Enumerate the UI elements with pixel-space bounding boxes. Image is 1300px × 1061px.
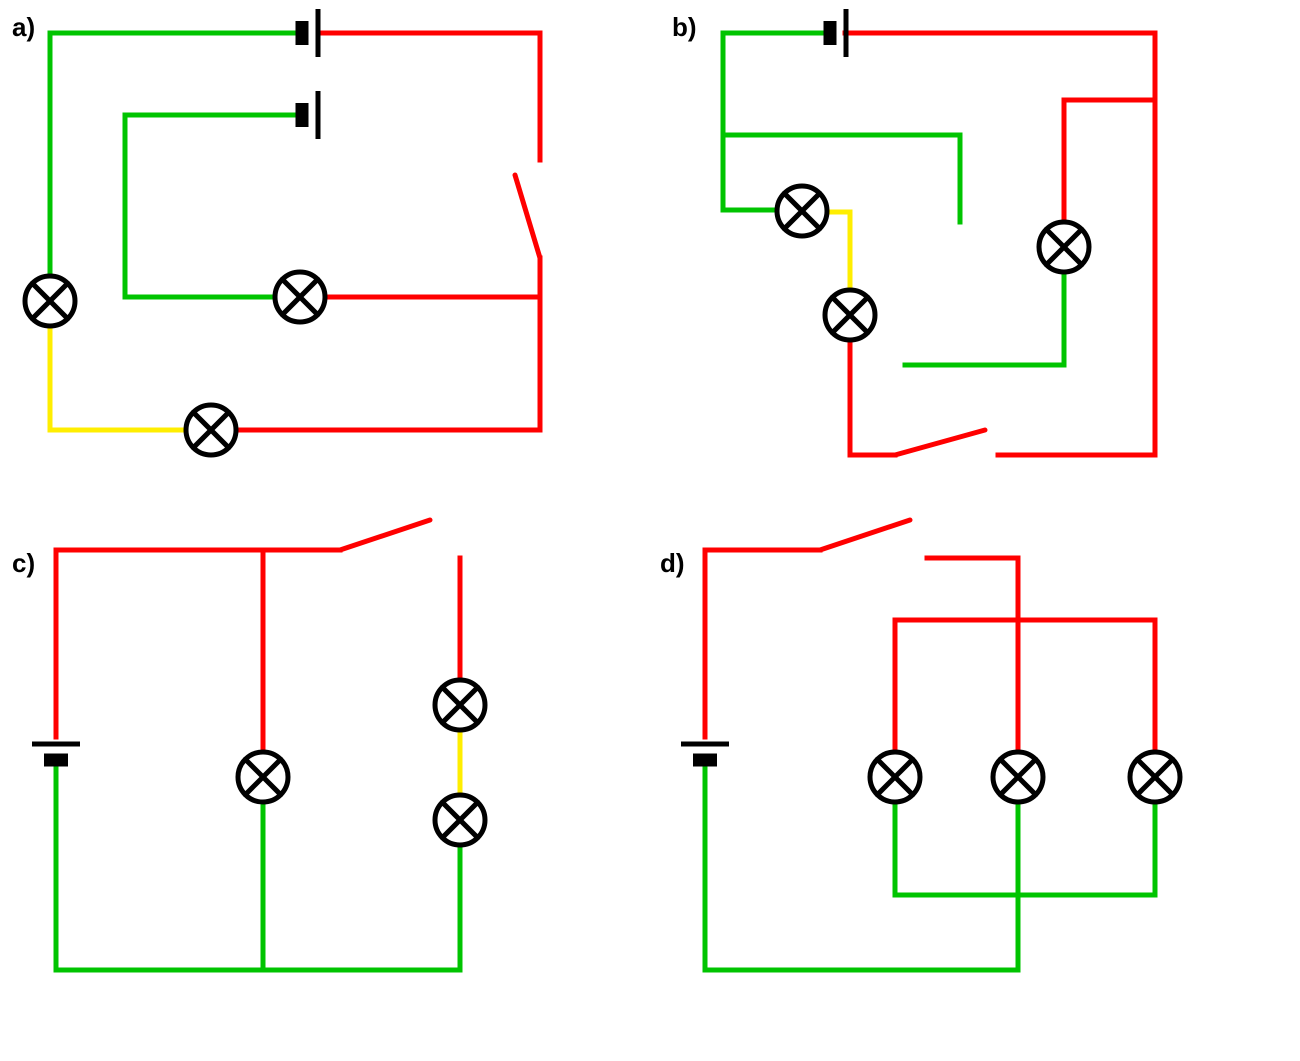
battery-icon <box>302 91 318 139</box>
wire <box>895 802 1155 895</box>
panel-label: a) <box>12 12 35 42</box>
battery-icon <box>681 744 729 760</box>
switch-icon <box>820 520 910 550</box>
panel-label: b) <box>672 12 697 42</box>
lamp-icon <box>825 290 875 340</box>
wire <box>1018 620 1155 752</box>
lamp-icon <box>186 405 236 455</box>
lamp-icon <box>275 272 325 322</box>
wire <box>825 212 850 290</box>
lamp-icon <box>1039 222 1089 272</box>
wire <box>895 620 1018 752</box>
lamp-icon <box>238 752 288 802</box>
wire <box>850 340 895 455</box>
switch-icon <box>340 520 430 550</box>
panel-label: d) <box>660 548 685 578</box>
lamp-icon <box>25 276 75 326</box>
lamp-icon <box>1130 752 1180 802</box>
wire <box>1064 100 1155 222</box>
lamp-icon <box>435 795 485 845</box>
switch-icon <box>515 175 540 258</box>
circuit-diagram: a) b) c) d) <box>0 0 1300 1061</box>
panel-label: c) <box>12 548 35 578</box>
wire <box>125 115 275 297</box>
wire <box>50 326 186 430</box>
switch-icon <box>895 430 985 455</box>
lamp-icon <box>993 752 1043 802</box>
lamp-icon <box>870 752 920 802</box>
wire <box>927 558 1018 752</box>
battery-icon <box>302 9 318 57</box>
lamp-icon <box>435 680 485 730</box>
wire <box>845 33 1155 455</box>
wire <box>705 768 1018 970</box>
battery-icon <box>830 9 846 57</box>
wire <box>723 33 780 210</box>
lamp-icon <box>777 186 827 236</box>
battery-icon <box>32 744 80 760</box>
wire <box>318 33 540 160</box>
